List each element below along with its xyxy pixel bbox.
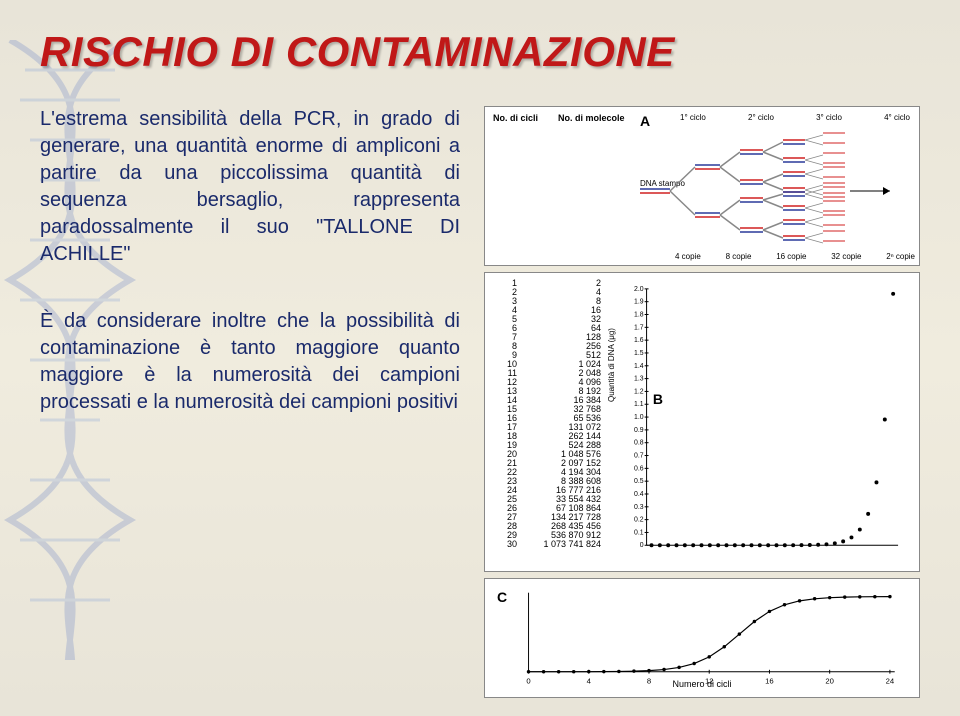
svg-text:0.7: 0.7 [634,453,644,460]
slide-title: RISCHIO DI CONTAMINAZIONE [40,28,920,76]
svg-text:8: 8 [647,676,651,685]
growth-curve-b: 0 0.1 0.2 0.3 0.4 0.5 0.6 0.7 0.8 0.9 1.0 1.1 1.2 1.3… [609,279,911,565]
svg-text:24: 24 [886,676,895,685]
hdr-cicli: No. di cicli [493,113,548,123]
table-row: 532 [493,315,601,324]
cycle-2: 2° ciclo [748,113,774,122]
hdr-molecole: No. di molecole [558,113,638,123]
panel-c-xlabel: Numero di cicli [672,679,731,689]
cycle-labels: 1° ciclo 2° ciclo 3° ciclo 4° ciclo [680,113,910,122]
svg-text:16: 16 [765,676,774,685]
svg-text:1.6: 1.6 [634,337,644,344]
table-row: 8256 [493,342,601,351]
panel-c: C 04812162024 Numero di cicli [484,578,920,698]
paragraph-2: È da considerare inoltre che la possibil… [40,308,460,416]
svg-text:0.5: 0.5 [634,478,644,485]
panel-b-ylabel: Quantità di DNA (μg) [607,328,616,402]
svg-text:4: 4 [587,676,592,685]
copies-8: 8 copie [726,252,752,261]
text-column: L'estrema sensibilità della PCR, in grad… [40,106,460,456]
cycle-1: 1° ciclo [680,113,706,122]
svg-text:1.5: 1.5 [634,350,644,357]
svg-text:1.9: 1.9 [634,299,644,306]
pcr-tree-diagram [635,127,905,257]
svg-text:0.9: 0.9 [634,427,644,434]
copies-2n: 2ⁿ copie [886,252,915,261]
table-row: 416 [493,306,601,315]
panel-b-table: 122438416532664712882569512101 024112 04… [493,279,601,565]
table-row: 7128 [493,333,601,342]
figure-column: No. di cicli No. di molecole A 1° ciclo … [484,106,920,698]
panel-b-label: B [653,391,663,407]
copies-16: 16 copie [776,252,806,261]
svg-text:1.7: 1.7 [634,324,644,331]
svg-text:1.3: 1.3 [634,376,644,383]
cycle-3: 3° ciclo [816,113,842,122]
panel-b-chart: Quantità di DNA (μg) 0 0.1 0.2 0.3 0.4 0.5 0.6… [609,279,911,565]
svg-text:0.2: 0.2 [634,517,644,524]
svg-text:1.2: 1.2 [634,388,644,395]
svg-text:1.1: 1.1 [634,401,644,408]
svg-text:0.8: 0.8 [634,440,644,447]
paragraph-1: L'estrema sensibilità della PCR, in grad… [40,106,460,268]
panel-b: 122438416532664712882569512101 024112 04… [484,272,920,572]
svg-text:20: 20 [825,676,834,685]
cycle-4: 4° ciclo [884,113,910,122]
svg-text:0.4: 0.4 [634,491,644,498]
svg-text:1.0: 1.0 [634,414,644,421]
content-row: L'estrema sensibilità della PCR, in grad… [40,106,920,698]
slide-container: RISCHIO DI CONTAMINAZIONE L'estrema sens… [0,0,960,716]
svg-text:0.3: 0.3 [634,504,644,511]
table-row: 301 073 741 824 [493,540,601,549]
svg-text:0.1: 0.1 [634,529,644,536]
panel-c-label: C [497,589,507,605]
table-row: 24 [493,288,601,297]
svg-text:1.4: 1.4 [634,363,644,370]
copies-labels: 4 copie 8 copie 16 copie 32 copie 2ⁿ cop… [675,252,915,261]
table-row: 12 [493,279,601,288]
svg-text:1.8: 1.8 [634,311,644,318]
table-row: 664 [493,324,601,333]
s-curve-c: 04812162024 [493,585,911,691]
table-row: 38 [493,297,601,306]
copies-32: 32 copie [831,252,861,261]
svg-text:0: 0 [640,542,644,549]
svg-text:2.0: 2.0 [634,286,644,293]
panel-a: No. di cicli No. di molecole A 1° ciclo … [484,106,920,266]
svg-text:0: 0 [526,676,530,685]
copies-4: 4 copie [675,252,701,261]
svg-text:0.6: 0.6 [634,465,644,472]
